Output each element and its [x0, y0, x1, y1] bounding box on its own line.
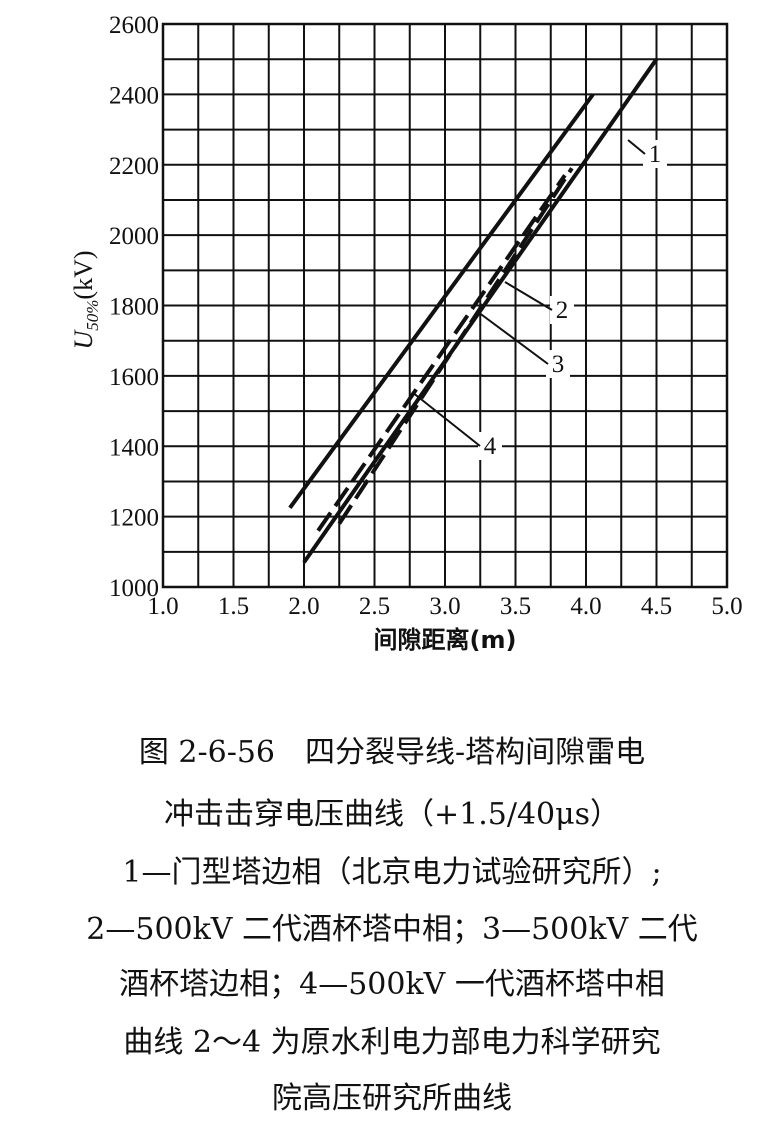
caption-line: 冲击击穿电压曲线（+1.5/40μs） — [164, 797, 620, 832]
x-axis-label: 间隙距离(m) — [374, 626, 517, 654]
caption-line: 酒杯塔边相；4—500kV 一代酒杯塔中相 — [119, 967, 665, 1002]
y-tick-label: 2400 — [109, 82, 159, 109]
label-bg — [550, 296, 574, 324]
caption-line: 图 2-6-56 四分裂导线-塔构间隙雷电 — [139, 735, 645, 770]
series-label: 1 — [649, 141, 662, 168]
y-tick-label: 1000 — [109, 575, 159, 602]
y-label-unit: (kV) — [69, 250, 98, 299]
series-line — [288, 93, 595, 510]
y-label-sub: 50% — [83, 300, 102, 331]
y-axis-label: U50%(kV) — [69, 250, 102, 349]
label-bg — [643, 140, 667, 168]
label-bg — [546, 350, 570, 378]
x-tick-label: 1.5 — [218, 593, 249, 620]
series-label: 4 — [484, 433, 497, 460]
x-tick-label: 2.0 — [288, 593, 319, 620]
leader-line — [411, 391, 481, 447]
y-tick-label: 1800 — [109, 294, 159, 321]
plot-frame — [161, 22, 729, 589]
leader-line — [477, 311, 549, 365]
caption-line: 2—500kV 二代酒杯塔中相；3—500kV 二代 — [86, 912, 697, 947]
x-tick-label: 4.5 — [641, 593, 672, 620]
label-bg — [478, 432, 502, 460]
caption-line: 曲线 2～4 为原水利电力部电力科学研究 — [123, 1025, 660, 1060]
y-label-main: U — [69, 329, 98, 350]
x-tick-label: 3.0 — [429, 593, 460, 620]
y-tick-label: 2000 — [109, 223, 159, 250]
leader-line — [504, 281, 553, 311]
x-tick-label: 5.0 — [711, 593, 742, 620]
y-tick-label: 1600 — [109, 364, 159, 391]
series-label: 2 — [556, 297, 569, 324]
series-line — [316, 174, 567, 532]
caption-line: 院高压研究所曲线 — [272, 1081, 512, 1116]
y-tick-label: 1200 — [109, 505, 159, 532]
series-label: 3 — [552, 351, 565, 378]
y-tick-label: 2200 — [109, 153, 159, 180]
x-tick-label: 4.0 — [570, 593, 601, 620]
caption-line: 1—门型塔边相（北京电力试验研究所）; — [122, 855, 661, 890]
y-tick-label: 1400 — [109, 434, 159, 461]
x-tick-label: 1.0 — [147, 593, 178, 620]
x-tick-label: 2.5 — [359, 593, 390, 620]
leader-line — [627, 139, 646, 155]
x-tick-label: 3.5 — [500, 593, 531, 620]
y-tick-label: 2600 — [109, 12, 159, 39]
series-line — [337, 167, 574, 525]
